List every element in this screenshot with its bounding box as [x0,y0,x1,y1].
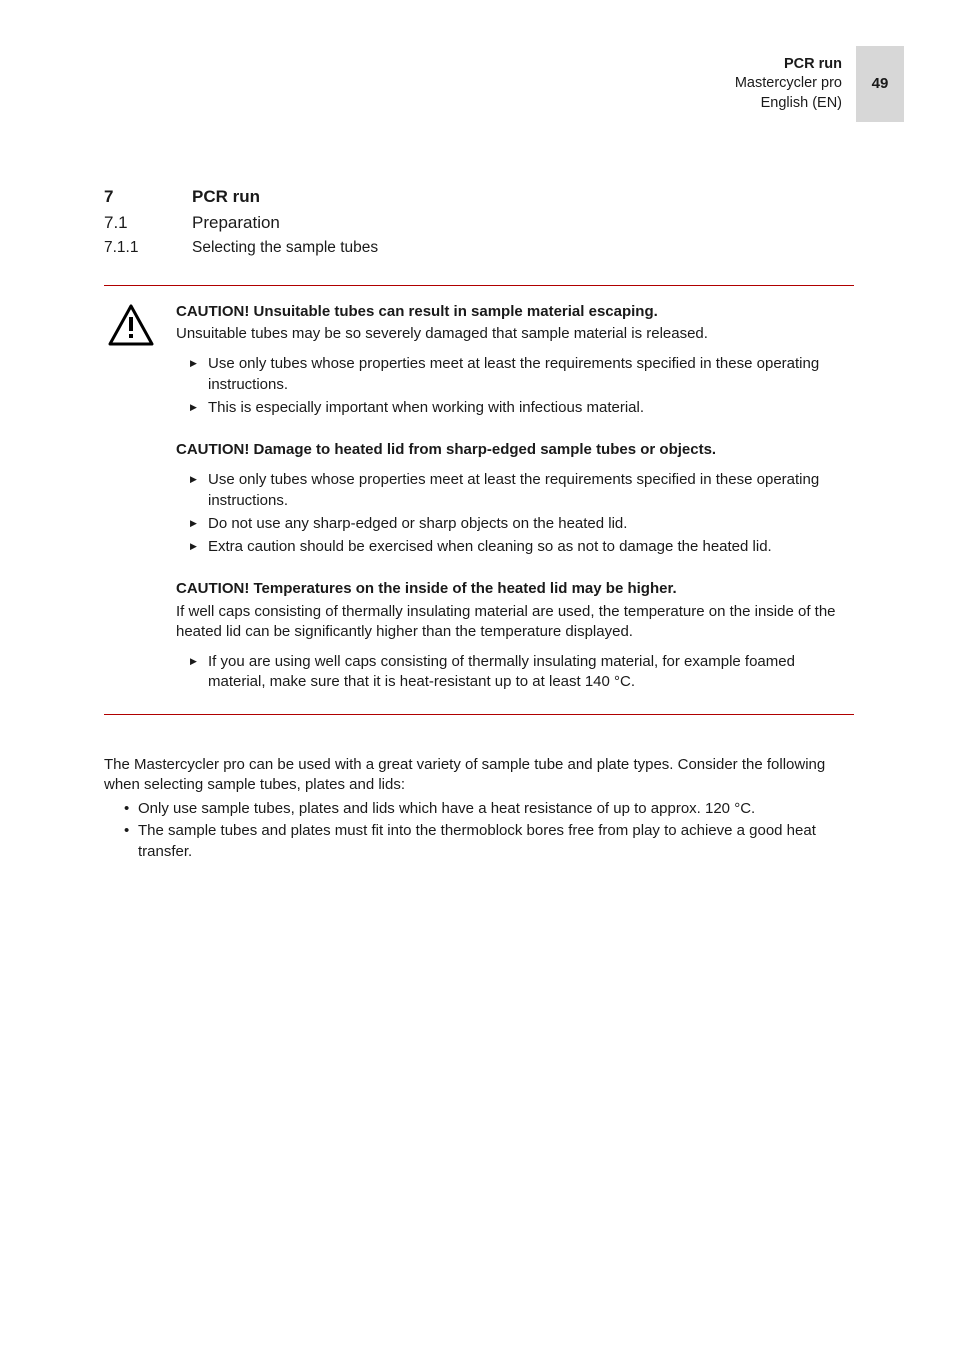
caution-list: If you are using well caps consisting of… [176,652,848,693]
header-language: English (EN) [735,94,842,114]
header-text-block: PCR run Mastercycler pro English (EN) [735,55,842,114]
caution-list: Use only tubes whose properties meet at … [176,354,848,418]
page-header: PCR run Mastercycler pro English (EN) 49 [735,46,904,122]
caution-heading: CAUTION! Damage to heated lid from sharp… [176,441,716,458]
caution-heading: CAUTION! Unsuitable tubes can result in … [176,303,658,320]
caution-box: CAUTION! Unsuitable tubes can result in … [104,285,854,715]
section-heading-level3: 7.1.1 Selecting the sample tubes [104,238,854,259]
list-item: Use only tubes whose properties meet at … [194,354,848,395]
list-item: If you are using well caps consisting of… [194,652,848,693]
warning-triangle-icon [108,333,154,350]
list-item: Only use sample tubes, plates and lids w… [138,799,854,819]
section-title: Preparation [192,212,280,235]
list-item: Extra caution should be exercised when c… [194,537,848,557]
caution-list: Use only tubes whose properties meet at … [176,470,848,557]
list-item: This is especially important when workin… [194,398,848,418]
caution-text: Unsuitable tubes may be so severely dama… [176,324,848,344]
list-item: Do not use any sharp-edged or sharp obje… [194,514,848,534]
page-number-badge: 49 [856,46,904,122]
section-number: 7.1 [104,212,162,235]
list-item: Use only tubes whose properties meet at … [194,470,848,511]
section-heading-level2: 7.1 Preparation [104,212,854,235]
page-content: 7 PCR run 7.1 Preparation 7.1.1 Selectin… [0,0,954,862]
section-title: PCR run [192,186,260,209]
header-chapter: PCR run [735,55,842,75]
caution-block: CAUTION! Damage to heated lid from sharp… [176,440,848,557]
body-paragraph: The Mastercycler pro can be used with a … [104,755,854,796]
caution-heading: CAUTION! Temperatures on the inside of t… [176,580,677,597]
body-list: Only use sample tubes, plates and lids w… [104,799,854,862]
caution-body: CAUTION! Unsuitable tubes can result in … [176,302,854,696]
section-title: Selecting the sample tubes [192,238,378,259]
section-heading-level1: 7 PCR run [104,186,854,209]
header-product: Mastercycler pro [735,74,842,94]
caution-block: CAUTION! Temperatures on the inside of t… [176,579,848,692]
section-number: 7 [104,186,162,209]
caution-block: CAUTION! Unsuitable tubes can result in … [176,302,848,418]
section-number: 7.1.1 [104,238,162,259]
caution-text: If well caps consisting of thermally ins… [176,602,848,643]
caution-icon-column [104,302,176,696]
list-item: The sample tubes and plates must fit int… [138,821,854,862]
